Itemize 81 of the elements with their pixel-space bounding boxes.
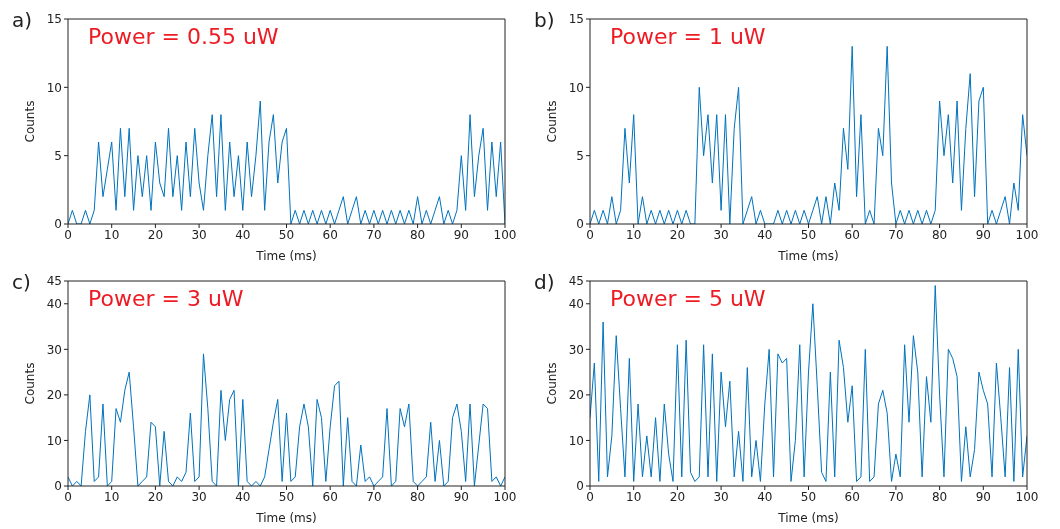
annotation: Power = 1 uW xyxy=(610,24,766,49)
chart-title: d) xyxy=(534,270,555,294)
x-tick-label: 20 xyxy=(147,227,164,242)
x-tick-label: 80 xyxy=(409,227,426,242)
x-axis-title: Time (ms) xyxy=(255,511,317,525)
x-tick-label: 50 xyxy=(800,489,817,504)
x-tick-label: 10 xyxy=(626,227,642,242)
x-tick-label: 70 xyxy=(888,227,904,242)
x-tick-label: 50 xyxy=(278,489,295,504)
x-tick-label: 90 xyxy=(453,489,469,504)
y-tick-label: 20 xyxy=(568,388,584,403)
x-tick-label: 80 xyxy=(409,489,426,504)
x-tick-label: 80 xyxy=(931,489,948,504)
y-tick-label: 0 xyxy=(54,479,62,494)
x-tick-label: 10 xyxy=(104,489,120,504)
annotation: Power = 5 uW xyxy=(610,286,766,311)
x-tick-label: 60 xyxy=(844,227,860,242)
y-axis-title: Counts xyxy=(23,362,38,405)
x-tick-label: 100 xyxy=(493,227,517,242)
y-tick-label: 0 xyxy=(54,217,62,232)
x-tick-label: 10 xyxy=(104,227,120,242)
x-tick-label: 0 xyxy=(586,227,594,242)
y-tick-label: 10 xyxy=(568,80,584,95)
chart-title: c) xyxy=(12,270,31,294)
line-series xyxy=(590,285,1027,482)
x-tick-label: 90 xyxy=(453,227,469,242)
x-tick-label: 80 xyxy=(931,227,948,242)
annotation: Power = 0.55 uW xyxy=(88,24,279,49)
y-tick-label: 10 xyxy=(46,80,62,95)
x-tick-label: 70 xyxy=(366,489,382,504)
x-tick-label: 40 xyxy=(235,489,251,504)
y-tick-label: 0 xyxy=(576,217,584,232)
x-tick-label: 70 xyxy=(888,489,904,504)
y-tick-label: 45 xyxy=(568,274,584,289)
y-tick-label: 30 xyxy=(46,342,62,357)
x-tick-label: 0 xyxy=(64,227,72,242)
chart-title: b) xyxy=(534,8,555,32)
x-tick-label: 30 xyxy=(191,489,207,504)
y-tick-label: 5 xyxy=(576,148,584,163)
x-tick-label: 90 xyxy=(975,227,991,242)
y-tick-label: 5 xyxy=(54,148,62,163)
x-tick-label: 50 xyxy=(278,227,295,242)
x-axis-title: Time (ms) xyxy=(255,249,317,263)
y-tick-label: 30 xyxy=(568,342,584,357)
x-tick-label: 30 xyxy=(713,227,729,242)
x-tick-label: 30 xyxy=(191,227,207,242)
x-tick-label: 60 xyxy=(844,489,860,504)
y-tick-label: 20 xyxy=(46,388,62,403)
x-axis-title: Time (ms) xyxy=(777,511,839,525)
y-tick-label: 40 xyxy=(46,297,62,312)
x-tick-label: 20 xyxy=(669,227,686,242)
x-tick-label: 10 xyxy=(626,489,642,504)
y-tick-label: 15 xyxy=(568,12,584,27)
x-axis-title: Time (ms) xyxy=(777,249,839,263)
y-axis-title: Counts xyxy=(545,100,560,143)
annotation: Power = 3 uW xyxy=(88,286,244,311)
x-tick-label: 0 xyxy=(586,489,594,504)
x-tick-label: 100 xyxy=(493,489,517,504)
x-tick-label: 100 xyxy=(1015,489,1039,504)
y-axis-title: Counts xyxy=(23,100,38,143)
x-tick-label: 40 xyxy=(757,227,773,242)
y-tick-label: 45 xyxy=(46,274,62,289)
y-tick-label: 15 xyxy=(46,12,62,27)
x-tick-label: 40 xyxy=(235,227,251,242)
x-tick-label: 70 xyxy=(366,227,382,242)
x-tick-label: 90 xyxy=(975,489,991,504)
y-tick-label: 10 xyxy=(46,433,62,448)
x-tick-label: 40 xyxy=(757,489,773,504)
x-tick-label: 60 xyxy=(322,227,338,242)
x-tick-label: 50 xyxy=(800,227,817,242)
x-tick-label: 20 xyxy=(669,489,686,504)
x-tick-label: 100 xyxy=(1015,227,1039,242)
y-tick-label: 0 xyxy=(576,479,584,494)
x-tick-label: 20 xyxy=(147,489,164,504)
x-tick-label: 60 xyxy=(322,489,338,504)
y-axis-title: Counts xyxy=(545,362,560,405)
y-tick-label: 10 xyxy=(568,433,584,448)
y-tick-label: 40 xyxy=(568,297,584,312)
x-tick-label: 0 xyxy=(64,489,72,504)
chart-title: a) xyxy=(12,8,33,32)
x-tick-label: 30 xyxy=(713,489,729,504)
